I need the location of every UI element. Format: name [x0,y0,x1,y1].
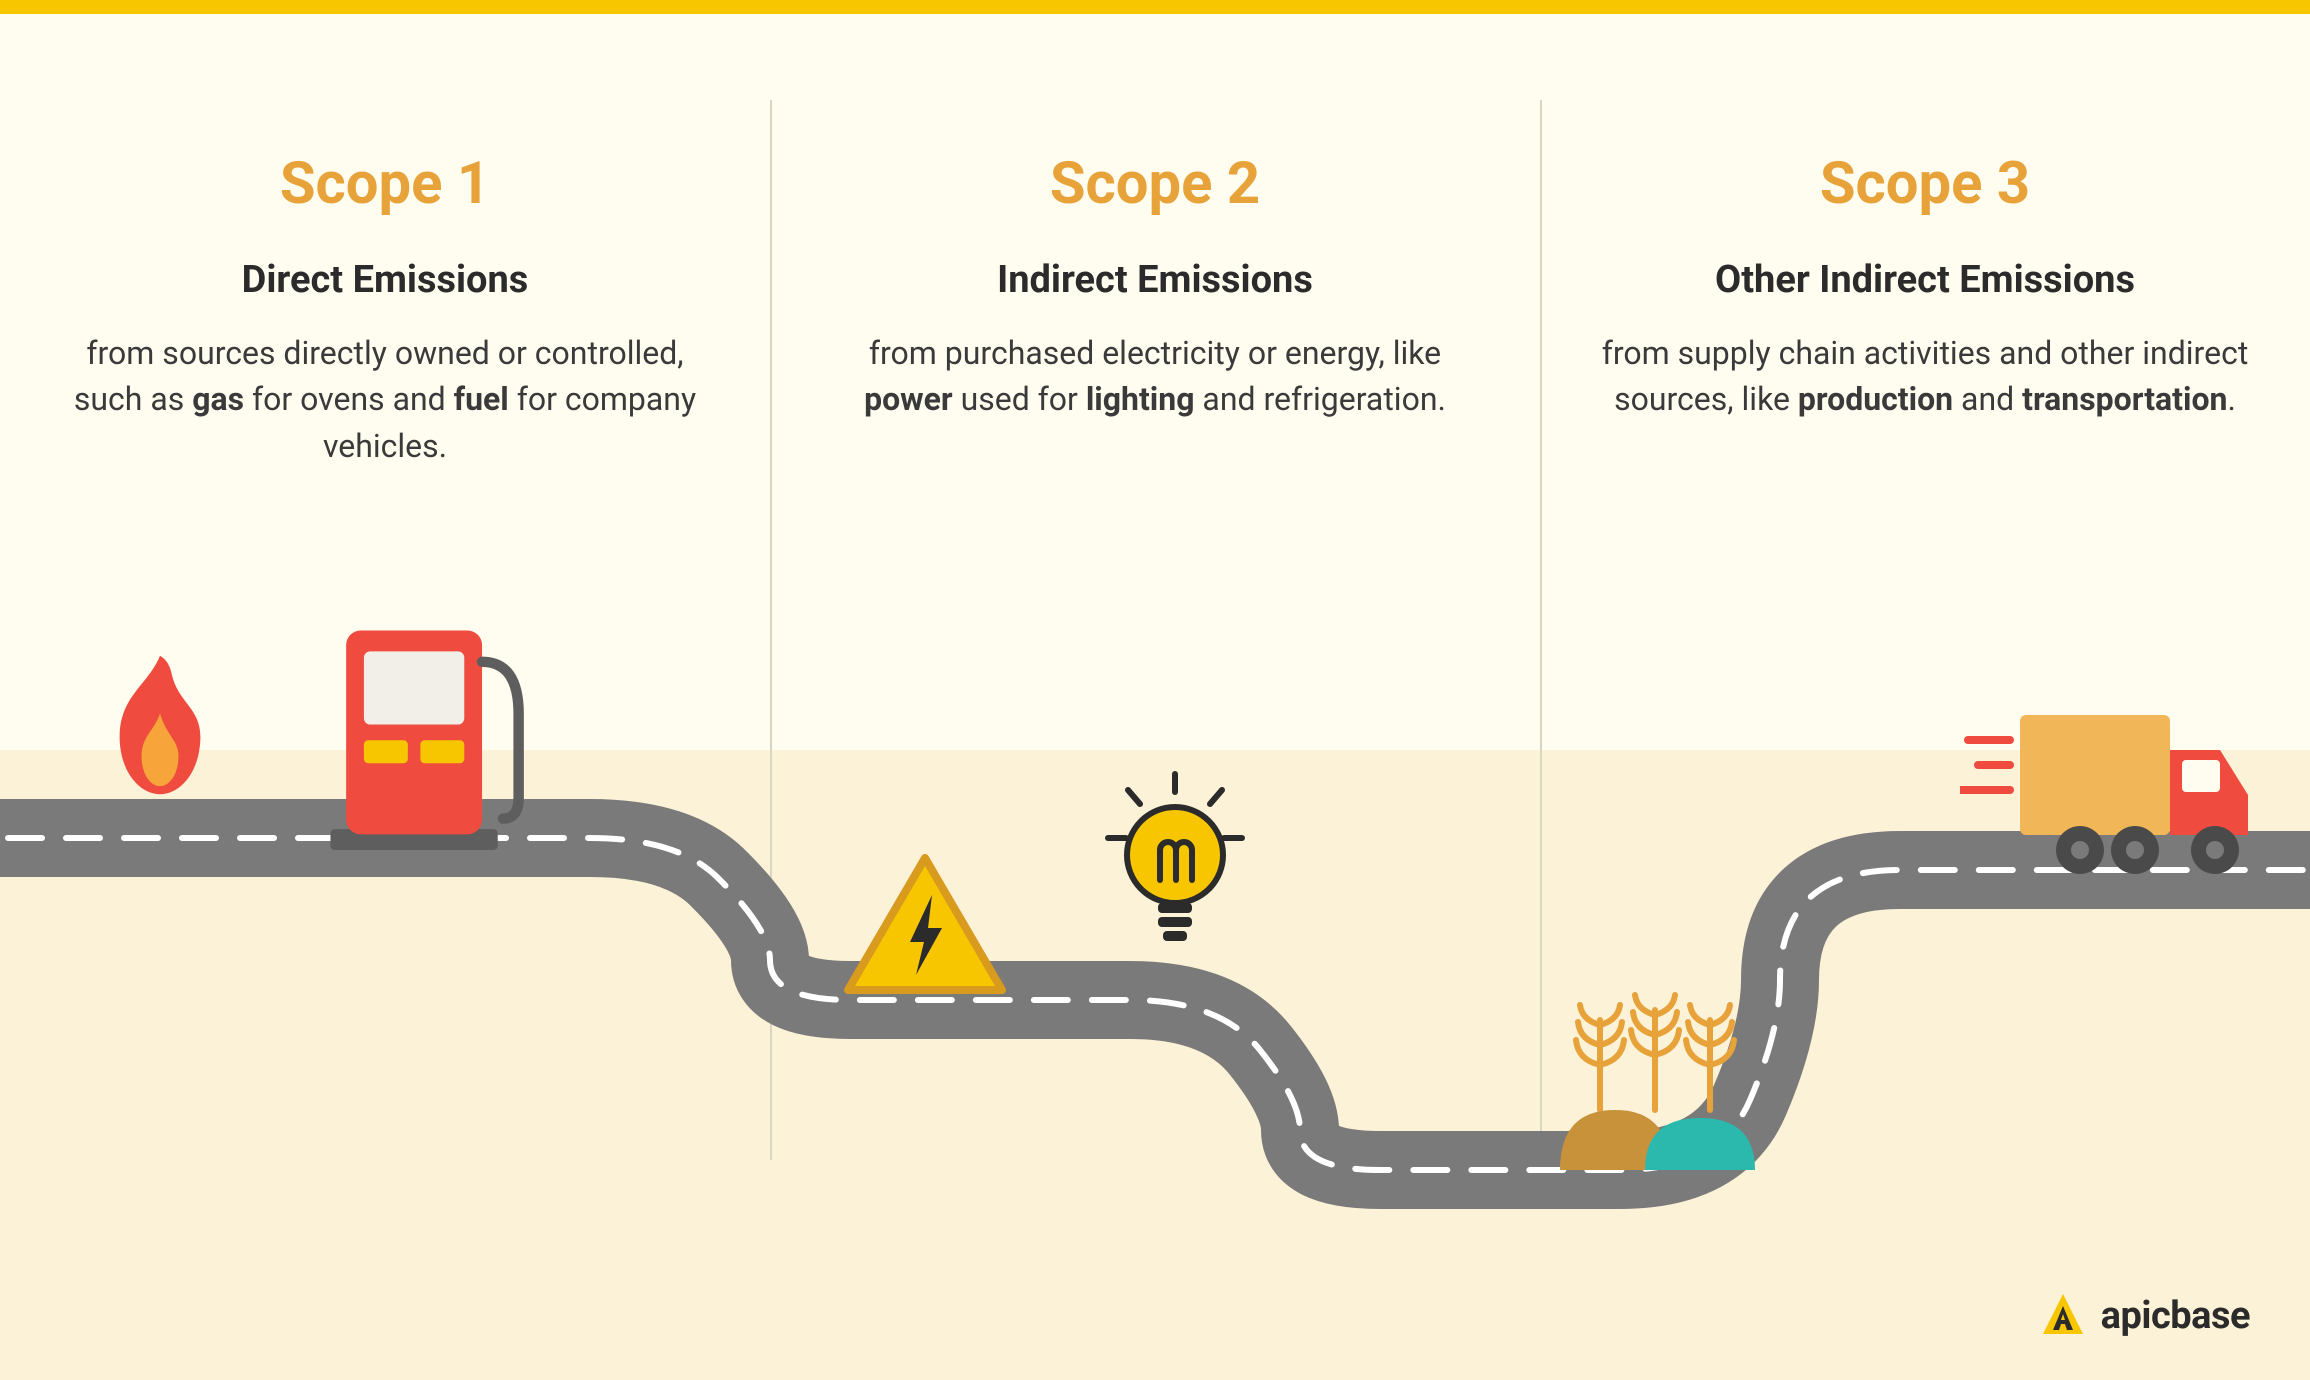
body-bold: fuel [454,380,509,418]
scope-body: from supply chain activities and other i… [1575,330,2275,423]
body-text: and [1953,380,2022,418]
scope-column-1: Scope 1 Direct Emissions from sources di… [35,150,735,469]
column-divider-2 [1540,100,1542,1160]
body-text: from purchased electricity or energy, li… [869,334,1441,372]
body-bold: lighting [1086,380,1195,418]
wheat-crops-icon [1550,990,1760,1170]
flame-icon [100,650,220,800]
scope-subtitle: Other Indirect Emissions [1575,258,2275,302]
scope-title: Scope 2 [805,150,1505,218]
body-bold: production [1798,380,1953,418]
brand-mark-icon [2039,1292,2087,1340]
infographic-canvas: Scope 1 Direct Emissions from sources di… [0,0,2310,1380]
scope-subtitle: Direct Emissions [35,258,735,302]
scope-title: Scope 3 [1575,150,2275,218]
body-bold: gas [192,380,244,418]
scope-body: from purchased electricity or energy, li… [805,330,1505,423]
top-accent-bar [0,0,2310,14]
body-text: used for [953,380,1086,418]
body-text: and refrigeration. [1194,380,1445,418]
brand-name: apicbase [2101,1294,2250,1338]
lightbulb-icon [1100,770,1250,960]
scope-column-3: Scope 3 Other Indirect Emissions from su… [1575,150,2275,423]
body-bold: power [864,380,953,418]
gas-pump-icon [330,620,540,850]
brand-logo: apicbase [2039,1292,2250,1340]
scope-title: Scope 1 [35,150,735,218]
body-text: for ovens and [244,380,454,418]
warning-sign-icon [840,850,1010,1000]
column-divider-1 [770,100,772,1160]
body-text: . [2227,380,2235,418]
scope-column-2: Scope 2 Indirect Emissions from purchase… [805,150,1505,423]
scope-subtitle: Indirect Emissions [805,258,1505,302]
truck-icon [1960,700,2260,880]
scope-body: from sources directly owned or controlle… [35,330,735,469]
body-bold: transportation [2022,380,2227,418]
